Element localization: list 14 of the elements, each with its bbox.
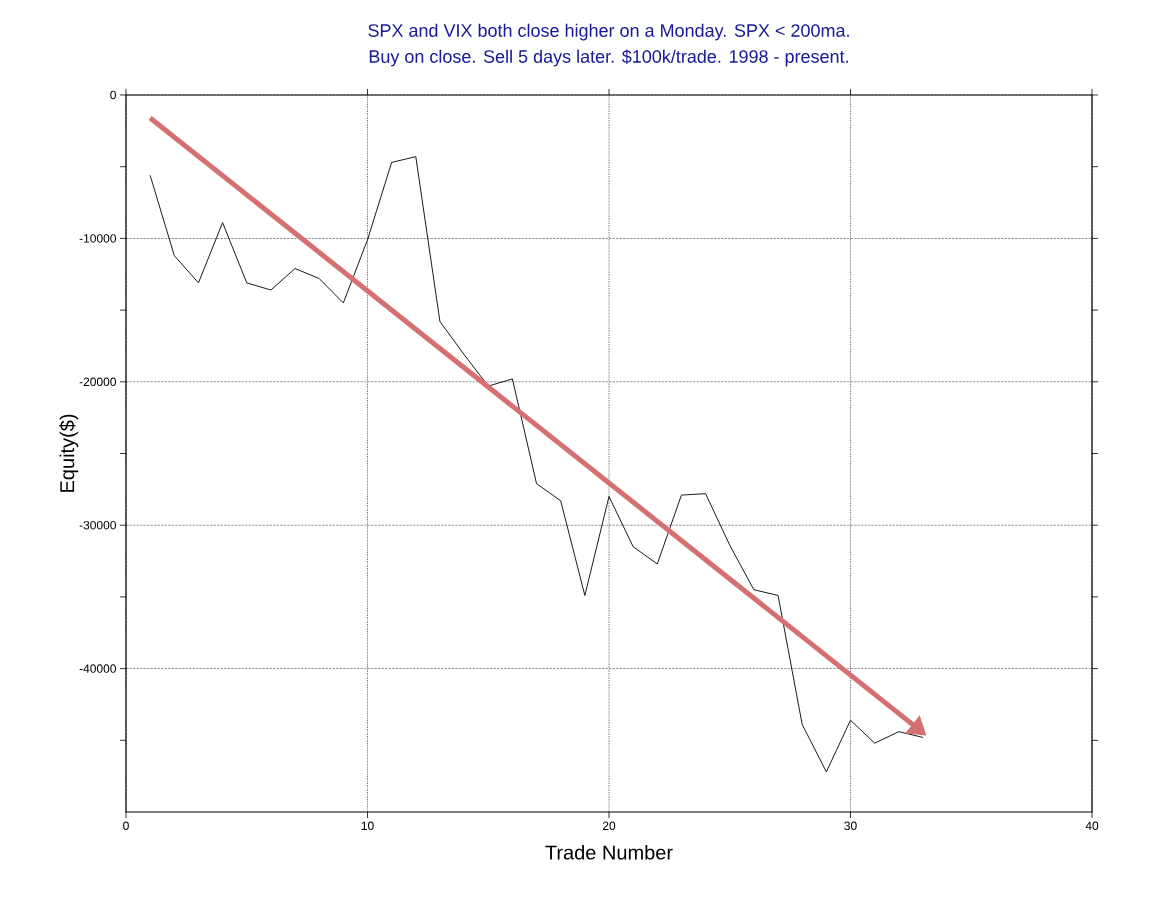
y-tick-label: -20000 xyxy=(79,377,116,387)
x-tick-label: 10 xyxy=(361,821,374,831)
y-tick-label: -40000 xyxy=(79,664,116,673)
x-tick-label: 40 xyxy=(1085,821,1099,831)
x-tick-label: 30 xyxy=(844,821,857,831)
y-tick-label: 0 xyxy=(110,90,116,100)
chart-title: SPX and VIX both close higher on a Monday. SPX < 200ma. xyxy=(368,23,849,41)
x-axis-title: Trade Number xyxy=(545,844,673,860)
y-axis-title: Equity($) xyxy=(59,414,79,492)
x-tick-label: 0 xyxy=(123,821,129,831)
y-tick-label: -10000 xyxy=(79,234,116,243)
x-tick-label: 20 xyxy=(602,821,616,831)
chart-subtitle: Buy on close. Sell 5 days later. $100k/trade. 1998 - present. xyxy=(369,49,848,67)
y-tick-label: -30000 xyxy=(79,520,116,530)
